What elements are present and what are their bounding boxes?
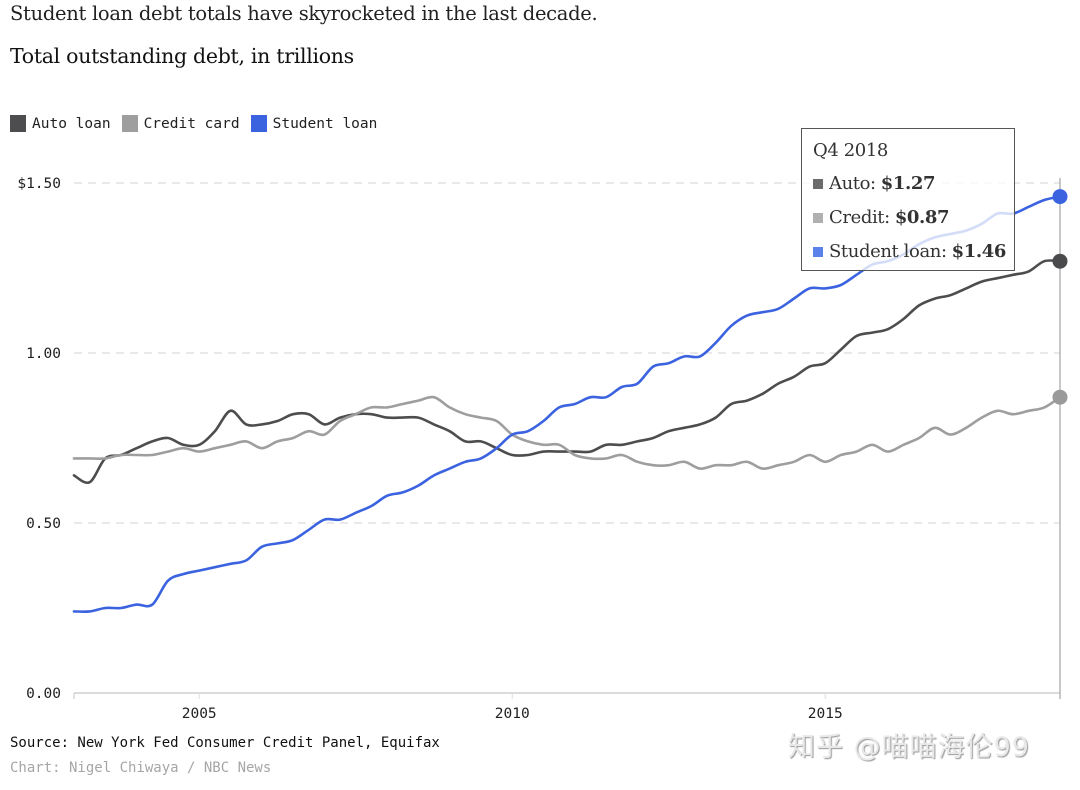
- legend-item-student-loan[interactable]: Student loan: [250, 115, 378, 132]
- y-axis-labels: 0.00 0.50 1.00 $1.50: [17, 176, 61, 702]
- highlight-dot-student-loan: [1052, 189, 1068, 205]
- headline: Student loan debt totals have skyrockete…: [10, 2, 598, 25]
- legend-label: Auto loan: [32, 115, 111, 132]
- y-tick-label: 1.00: [26, 346, 61, 362]
- tooltip: Q4 2018 Auto: $1.27 Credit: $0.87 Studen…: [801, 128, 1015, 271]
- chart-credit: Chart: Nigel Chiwaya / NBC News: [10, 760, 272, 776]
- legend: Auto loan Credit card Student loan: [10, 115, 388, 132]
- gridlines: [74, 182, 1060, 524]
- highlight-dots: [1052, 189, 1068, 405]
- watermark: 知乎 @喵喵海伦99: [788, 732, 1030, 763]
- tooltip-row-auto: Auto: $1.27: [813, 173, 936, 194]
- tooltip-label: Auto:: [829, 173, 876, 194]
- tooltip-row-student-loan: Student loan: $1.46: [813, 241, 1006, 262]
- tooltip-value: $0.87: [894, 207, 950, 228]
- tooltip-value: $1.46: [951, 241, 1007, 262]
- y-tick-label: $1.50: [17, 176, 61, 192]
- legend-swatch-credit-card: [121, 115, 138, 132]
- tooltip-title: Q4 2018: [813, 140, 888, 161]
- tooltip-label: Credit:: [829, 207, 890, 228]
- source-note: Source: New York Fed Consumer Credit Pan…: [10, 735, 440, 751]
- legend-label: Credit card: [143, 115, 240, 132]
- chart-subtitle: Total outstanding debt, in trillions: [10, 44, 354, 68]
- x-tick-label: 2005: [182, 706, 217, 722]
- series-line-auto-loan: [72, 259, 1062, 485]
- legend-label: Student loan: [272, 115, 378, 132]
- highlight-dot-credit-card: [1052, 389, 1068, 405]
- tooltip-label: Student loan:: [829, 241, 947, 262]
- x-tick-label: 2010: [495, 706, 530, 722]
- tooltip-value: $1.27: [880, 173, 936, 194]
- y-tick-label: 0.50: [26, 516, 61, 532]
- series-line-credit-card: [72, 395, 1062, 470]
- tooltip-swatch-student-loan: [813, 246, 823, 257]
- tooltip-swatch-auto: [813, 178, 823, 189]
- x-tick-label: 2015: [808, 706, 843, 722]
- highlight-dot-auto-loan: [1052, 253, 1068, 269]
- legend-item-credit-card[interactable]: Credit card: [121, 115, 240, 132]
- legend-swatch-student-loan: [250, 115, 267, 132]
- tooltip-swatch-credit: [813, 212, 823, 223]
- x-axis-labels: 2005 2010 2015: [182, 706, 843, 722]
- tooltip-row-credit: Credit: $0.87: [813, 207, 950, 228]
- legend-item-auto-loan[interactable]: Auto loan: [10, 115, 111, 132]
- y-tick-label: 0.00: [26, 686, 61, 702]
- legend-swatch-auto-loan: [10, 115, 26, 132]
